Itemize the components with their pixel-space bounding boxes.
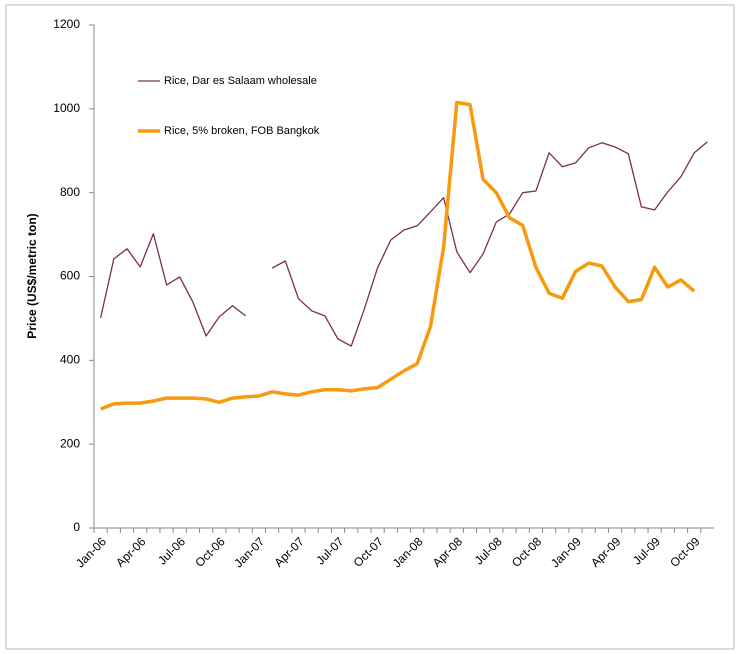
y-tick-label: 0: [73, 520, 80, 534]
legend-label: Rice, 5% broken, FOB Bangkok: [164, 125, 320, 137]
y-axis-title: Price (US$/metric ton): [25, 213, 39, 338]
y-tick-label: 1200: [53, 17, 80, 31]
chart-border: [5, 4, 735, 650]
y-tick-label: 1000: [53, 101, 80, 115]
y-tick-label: 200: [60, 436, 80, 450]
line-series: [99, 141, 708, 347]
legend-label: Rice, Dar es Salaam wholesale: [164, 75, 317, 87]
line-series: [99, 100, 696, 411]
y-tick-label: 400: [60, 353, 80, 367]
y-tick-label: 800: [60, 185, 80, 199]
y-tick-label: 600: [60, 269, 80, 283]
